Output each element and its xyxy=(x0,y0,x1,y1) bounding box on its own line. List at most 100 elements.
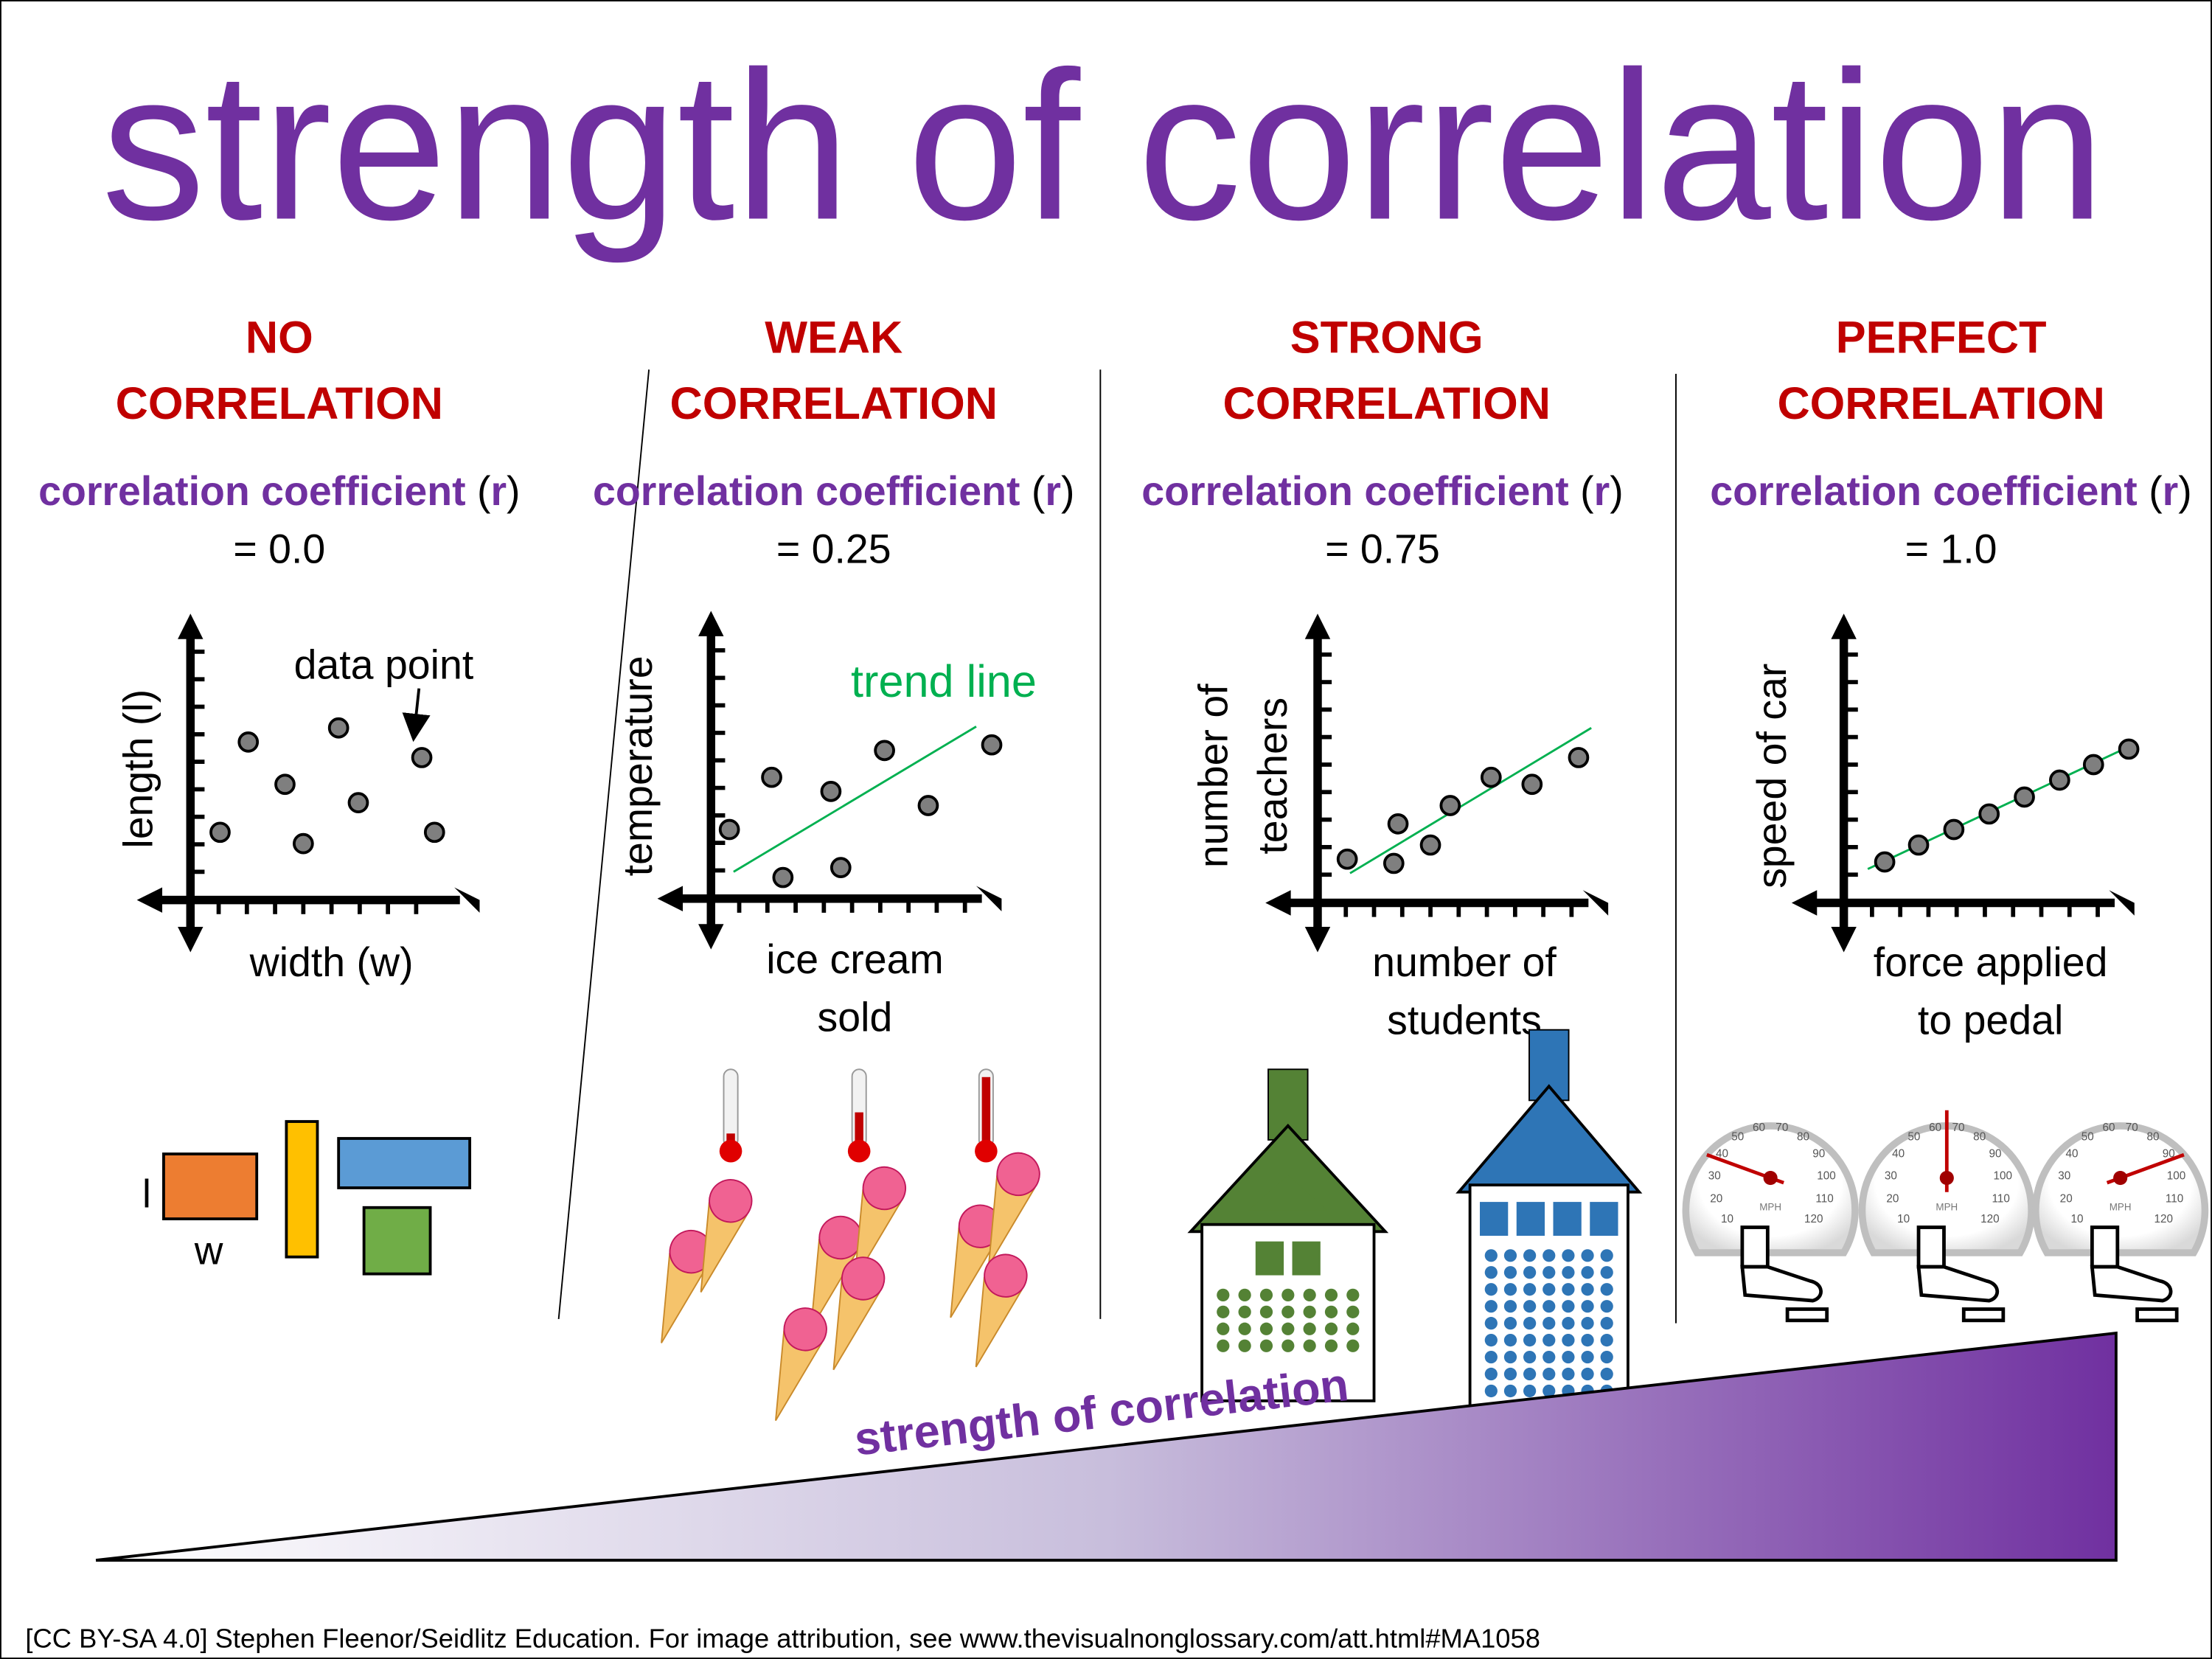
y-axis-arrow-up xyxy=(178,613,204,639)
data-point xyxy=(347,792,369,813)
speed-tick-label: 100 xyxy=(2167,1169,2186,1182)
heading-line2: CORRELATION xyxy=(670,378,998,428)
speed-tick-label: 40 xyxy=(2065,1148,2078,1161)
student xyxy=(1543,1350,1556,1364)
student xyxy=(1303,1322,1316,1335)
coefficient-label: correlation coefficient (r) xyxy=(1710,468,2191,514)
data-point xyxy=(423,821,445,844)
student xyxy=(1562,1333,1575,1347)
data-point xyxy=(830,857,852,879)
y-axis-arrow-down xyxy=(1304,927,1331,953)
speed-tick-label: 30 xyxy=(1885,1169,1897,1182)
r-symbol: r xyxy=(2163,468,2179,514)
speed-tick-label: 40 xyxy=(1892,1148,1905,1161)
foot-on-pedal-icon xyxy=(1916,1225,2006,1323)
ice-cream-cone-icon xyxy=(975,1253,1028,1368)
schoolhouse-illustration xyxy=(1187,1029,1643,1410)
coefficient-label: correlation coefficient (r) xyxy=(593,468,1074,514)
speed-tick-label: 20 xyxy=(2060,1193,2073,1206)
shoe xyxy=(1740,1265,1823,1303)
student xyxy=(1346,1339,1360,1352)
panel-strong-correlation-header: STRONG CORRELATION correlation coefficie… xyxy=(1141,312,1623,571)
speed-tick-label: 110 xyxy=(1992,1193,2010,1206)
y-axis-label: speed of car xyxy=(1749,664,1795,888)
data-point xyxy=(761,766,782,788)
student xyxy=(1503,1367,1517,1381)
student xyxy=(1303,1288,1316,1301)
pedal xyxy=(1961,1307,2006,1323)
student xyxy=(1503,1317,1517,1330)
data-point xyxy=(1978,803,2000,825)
coef-text: correlation coefficient xyxy=(593,468,1032,514)
student xyxy=(1484,1384,1498,1398)
student xyxy=(1259,1288,1273,1301)
needle-hub xyxy=(1939,1171,1954,1186)
student xyxy=(1259,1305,1273,1318)
x-axis-label-line1: force applied xyxy=(1874,939,2108,985)
student xyxy=(1238,1288,1251,1301)
x-axis-arrow-left xyxy=(657,886,684,911)
student xyxy=(1581,1333,1594,1347)
student xyxy=(1259,1322,1273,1335)
speed-tick-label: 120 xyxy=(1980,1213,2000,1225)
student xyxy=(1562,1266,1575,1279)
speed-tick-label: 70 xyxy=(2126,1121,2138,1134)
student xyxy=(1484,1317,1498,1330)
speed-tick-label: 50 xyxy=(1907,1131,1920,1144)
divider xyxy=(557,369,650,1319)
data-point xyxy=(981,734,1003,756)
student xyxy=(1346,1305,1360,1318)
student xyxy=(1581,1367,1594,1381)
speed-tick-label: 100 xyxy=(1817,1169,1836,1182)
thermometer-bulb xyxy=(847,1139,871,1163)
data-point xyxy=(1336,848,1358,870)
student xyxy=(1503,1300,1517,1313)
student xyxy=(1523,1384,1537,1398)
scoop xyxy=(996,1152,1040,1197)
speed-tick-label: 90 xyxy=(2163,1148,2175,1161)
speed-tick-label: 50 xyxy=(2081,1131,2094,1144)
graphs xyxy=(136,611,2140,953)
rectangles-illustration: l w xyxy=(142,1120,472,1276)
scatter-plot-2 xyxy=(1265,613,1609,953)
pedal xyxy=(2135,1307,2179,1323)
coefficient-value: = 0.25 xyxy=(776,526,891,571)
speed-tick-label: 10 xyxy=(2071,1213,2084,1225)
student xyxy=(1346,1288,1360,1301)
student xyxy=(1484,1333,1498,1347)
trend-line-annotation: trend line xyxy=(851,656,1037,706)
data-point xyxy=(2082,754,2104,776)
speed-tick-label: 30 xyxy=(2058,1169,2070,1182)
student xyxy=(1503,1333,1517,1347)
speed-tick-label: 110 xyxy=(2166,1193,2183,1206)
y-axis-arrow-up xyxy=(1831,613,1857,639)
student xyxy=(1543,1283,1556,1296)
student xyxy=(1523,1283,1537,1296)
coefficient-value: = 0.75 xyxy=(1325,526,1440,571)
shoe xyxy=(2090,1265,2173,1303)
speed-tick-label: 60 xyxy=(1753,1121,1765,1134)
speed-tick-label: 120 xyxy=(2154,1213,2173,1225)
mph-label: MPH xyxy=(1759,1202,1781,1213)
teacher xyxy=(1553,1202,1582,1237)
thermometer-icecream-illustration xyxy=(661,1068,1040,1422)
student xyxy=(1238,1339,1251,1352)
speed-tick-label: 90 xyxy=(1989,1148,2001,1161)
student xyxy=(1562,1317,1575,1330)
dial xyxy=(2032,1122,2209,1256)
x-axis-arrow-left xyxy=(1791,890,1818,916)
speed-tick-label: 30 xyxy=(1708,1169,1721,1182)
scoop xyxy=(841,1256,886,1301)
thermometer-icon xyxy=(975,1068,998,1163)
student xyxy=(1600,1317,1613,1330)
heading-line2: CORRELATION xyxy=(1223,378,1551,428)
y-axis-label-line2: teachers xyxy=(1250,698,1295,855)
dial xyxy=(1682,1122,1859,1256)
length-label: l xyxy=(142,1173,151,1217)
scoop xyxy=(984,1253,1028,1298)
thermometer-bulb xyxy=(719,1139,742,1163)
student xyxy=(1484,1300,1498,1313)
